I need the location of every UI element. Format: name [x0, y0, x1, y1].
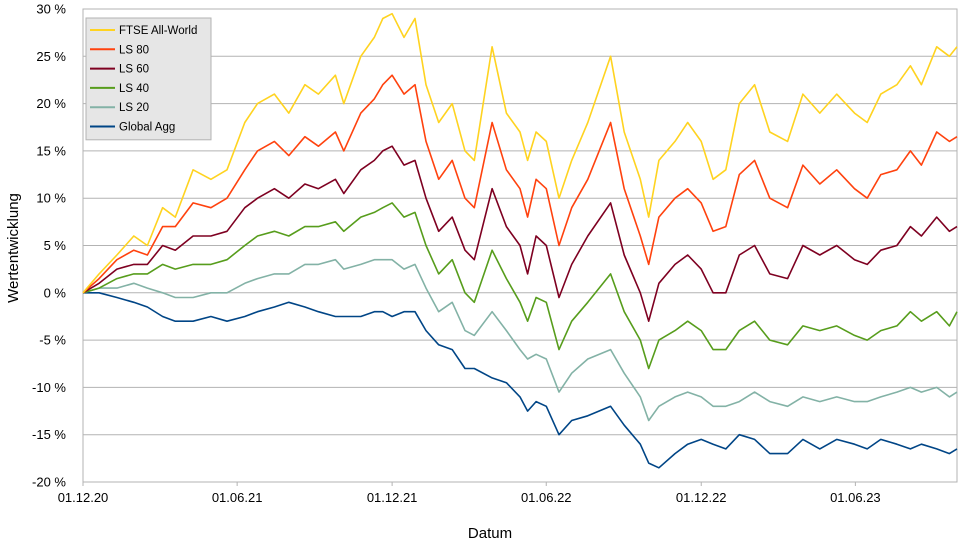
series-line-global-agg: [83, 291, 958, 469]
legend-label-ls-40: LS 40: [119, 83, 149, 95]
y-axis-title: Wertentwicklung: [5, 193, 22, 303]
legend-label-ls-60: LS 60: [119, 64, 149, 76]
y-tick-label: -20 %: [32, 475, 66, 490]
y-tick-label: 30 %: [36, 2, 66, 17]
plot-area-border: [82, 8, 958, 483]
series-line-ls-20: [82, 258, 958, 422]
x-axis-ticks: 01.12.20 01.06.21 01.12.21 01.06.22 01.12.22…: [58, 482, 881, 505]
y-tick-label: -5 %: [39, 333, 66, 348]
series-line-ftse-all-world: [82, 12, 958, 294]
y-tick-label: 20 %: [36, 96, 66, 111]
x-tick-label: 01.12.22: [676, 490, 727, 505]
y-tick-label: 10 %: [36, 191, 66, 206]
y-tick-label: -15 %: [32, 427, 66, 442]
legend-label-ls-20: LS 20: [119, 102, 149, 114]
series-line-ls-60: [82, 145, 958, 323]
y-tick-label: 0 %: [44, 285, 67, 300]
plot-frame: [82, 8, 958, 483]
y-tick-label: 5 %: [44, 238, 67, 253]
x-tick-label: 01.06.21: [212, 490, 263, 505]
series-line-ls-80: [82, 74, 958, 294]
x-tick-label: 01.06.23: [830, 490, 881, 505]
series-lines: [82, 12, 958, 469]
legend-label-ls-80: LS 80: [119, 44, 149, 56]
legend-box: [85, 17, 212, 141]
legend-label-global-agg: Global Agg: [119, 122, 175, 134]
legend-label-ftse-all-world: FTSE All-World: [119, 25, 197, 37]
x-tick-label: 01.06.22: [521, 490, 572, 505]
x-tick-label: 01.12.21: [367, 490, 418, 505]
series-line-ls-40: [82, 202, 958, 370]
y-axis-ticks: 30 % 25 % 20 % 15 % 10 % 5 % 0 % -5 % -10 % -15 %…: [32, 2, 66, 490]
legend: FTSE All-World LS 80 LS 60 LS 40 LS 20 Global…: [85, 17, 212, 141]
y-tick-label: 25 %: [36, 49, 66, 64]
y-tick-label: 15 %: [36, 143, 66, 158]
x-axis-title: Datum: [468, 525, 512, 542]
y-tick-label: -10 %: [32, 380, 66, 395]
x-tick-label: 01.12.20: [58, 490, 109, 505]
